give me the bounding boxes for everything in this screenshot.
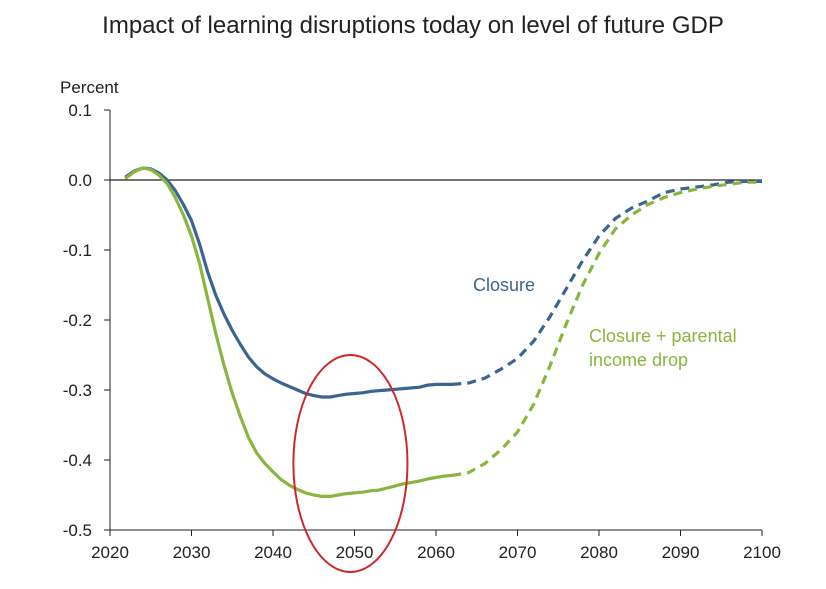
series-label-line: Closure — [473, 275, 535, 295]
y-tick-label: -0.3 — [63, 381, 92, 400]
y-tick-label: 0.0 — [68, 171, 92, 190]
chart-title: Impact of learning disruptions today on … — [102, 12, 724, 39]
series-line-solid-0 — [124, 166, 454, 399]
y-tick-label: -0.2 — [63, 311, 92, 330]
y-axis-label: Percent — [60, 78, 119, 97]
x-tick-label: 2060 — [417, 543, 455, 562]
x-tick-label: 2090 — [662, 543, 700, 562]
series-label-0: Closure — [473, 275, 535, 295]
series-lines — [124, 166, 762, 498]
y-tick-label: -0.5 — [63, 521, 92, 540]
y-tick-label: -0.4 — [63, 451, 92, 470]
highlight-ellipse — [292, 354, 409, 573]
y-tick-label: 0.1 — [68, 101, 92, 120]
x-tick-label: 2020 — [91, 543, 129, 562]
x-tick-label: 2080 — [580, 543, 618, 562]
x-tick-label: 2100 — [743, 543, 781, 562]
series-label-line: income drop — [589, 350, 688, 370]
axes: 0.1 0.0 -0.1 -0.2 -0.3 -0.4 -0.5 Percent 2020 203… — [60, 78, 781, 562]
x-tick-label: 2040 — [254, 543, 292, 562]
annotations — [292, 354, 409, 573]
x-tick-label: 2070 — [499, 543, 537, 562]
series-line-solid-1 — [124, 166, 454, 498]
series-label-1: Closure + parental income drop — [589, 326, 737, 370]
series-label-line: Closure + parental — [589, 326, 737, 346]
x-tick-label: 2030 — [173, 543, 211, 562]
x-tick-label: 2050 — [336, 543, 374, 562]
labels: Closure Closure + parental income drop — [473, 275, 737, 370]
y-tick-label: -0.1 — [63, 241, 92, 260]
series-line-dashed-1 — [452, 180, 762, 477]
